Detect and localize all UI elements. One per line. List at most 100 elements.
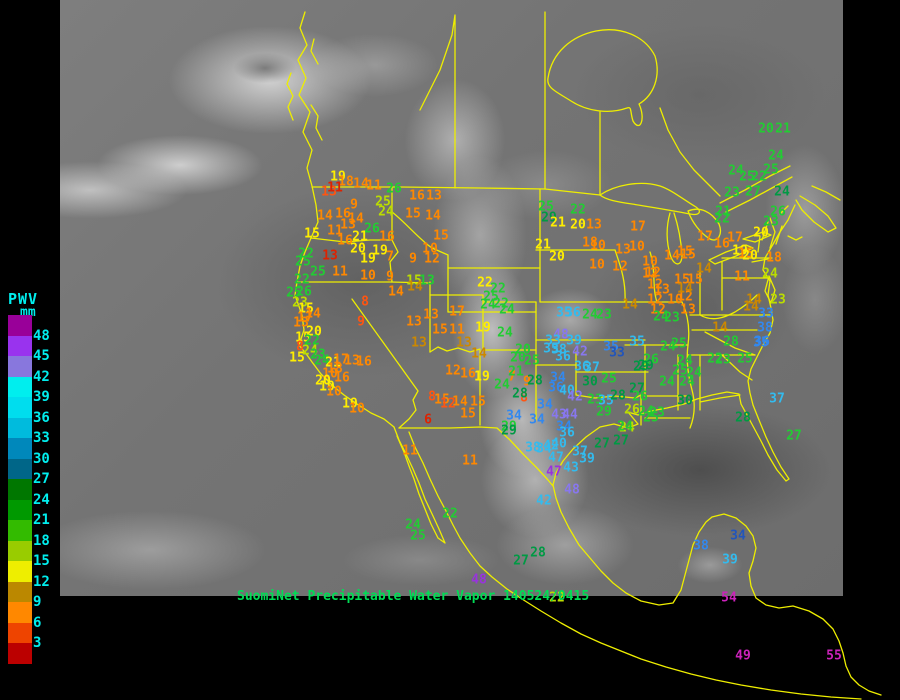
station-value: 12 bbox=[440, 396, 456, 412]
station-value: 23 bbox=[587, 392, 603, 408]
river-mississippi bbox=[681, 301, 695, 429]
legend-color-block bbox=[8, 499, 32, 521]
border-wa-or bbox=[310, 237, 393, 243]
station-value: 36 bbox=[574, 359, 590, 375]
station-value: 24 bbox=[762, 266, 778, 282]
station-value: 30 bbox=[677, 393, 693, 409]
station-value: 22 bbox=[570, 202, 586, 218]
station-value: 14 bbox=[622, 297, 638, 313]
station-value: 20 bbox=[515, 342, 531, 358]
station-value: 29 bbox=[638, 358, 654, 374]
station-value: 21 bbox=[535, 237, 551, 253]
station-value: 13 bbox=[615, 242, 631, 258]
station-value: 24 bbox=[659, 374, 675, 390]
station-value: 22 bbox=[493, 296, 509, 312]
station-value: 14 bbox=[353, 176, 369, 192]
border-wi-il-in-oh bbox=[649, 251, 758, 320]
station-value: 49 bbox=[735, 648, 751, 664]
station-value: 11 bbox=[366, 178, 382, 194]
station-value: 25 bbox=[672, 363, 688, 379]
station-value: 42 bbox=[543, 438, 559, 454]
station-value: 26 bbox=[624, 402, 640, 418]
station-value: 16 bbox=[335, 206, 351, 222]
legend-tick-label: 24 bbox=[33, 491, 50, 508]
station-value: 35 bbox=[753, 335, 769, 351]
station-value: 28 bbox=[723, 334, 739, 350]
station-value: 25 bbox=[739, 169, 755, 185]
station-value: 28 bbox=[530, 545, 546, 561]
station-value: 21 bbox=[775, 121, 791, 137]
border-al-ga-ms bbox=[677, 354, 753, 411]
station-value: 42 bbox=[567, 389, 583, 405]
station-value: 9 bbox=[386, 269, 394, 285]
station-value: 13 bbox=[322, 248, 338, 264]
station-value: 15 bbox=[687, 272, 703, 288]
station-value: 22 bbox=[707, 351, 723, 367]
station-value: 15 bbox=[434, 392, 450, 408]
station-value: 10 bbox=[629, 239, 645, 255]
lake-erie bbox=[708, 244, 754, 265]
station-value: 29 bbox=[501, 423, 517, 439]
station-value: 21 bbox=[715, 204, 731, 220]
coastline-delmarva bbox=[764, 275, 776, 304]
station-value: 10 bbox=[590, 238, 606, 254]
station-value: 55 bbox=[826, 648, 842, 664]
station-value: 11 bbox=[449, 322, 465, 338]
station-value: 35 bbox=[543, 341, 559, 357]
station-value: 25 bbox=[375, 194, 391, 210]
station-value: 14 bbox=[471, 346, 487, 362]
station-value: 16 bbox=[337, 233, 353, 249]
station-value: 10 bbox=[322, 366, 338, 382]
station-value: 24 bbox=[679, 374, 695, 390]
station-value: 13 bbox=[406, 314, 422, 330]
station-value: 12 bbox=[647, 277, 663, 293]
station-value: 26 bbox=[770, 204, 786, 220]
station-value: 16 bbox=[356, 354, 372, 370]
station-value: 16 bbox=[460, 366, 476, 382]
station-value: 25 bbox=[538, 199, 554, 215]
station-value: 12 bbox=[677, 289, 693, 305]
satellite-image bbox=[60, 0, 843, 596]
station-value: 19 bbox=[319, 379, 335, 395]
station-value: 10 bbox=[326, 384, 342, 400]
station-value: 7 bbox=[386, 249, 394, 265]
station-value: 18 bbox=[582, 235, 598, 251]
station-value: 17 bbox=[697, 229, 713, 245]
station-value: 24 bbox=[582, 307, 598, 323]
station-value: 19 bbox=[342, 396, 358, 412]
station-value: 24 bbox=[302, 343, 318, 359]
station-value: 14 bbox=[746, 292, 762, 308]
station-value: 14 bbox=[407, 279, 423, 295]
station-value: 34 bbox=[506, 408, 522, 424]
station-value: 10 bbox=[349, 401, 365, 417]
legend-tick-label: 3 bbox=[33, 635, 42, 651]
coastline-pnw-islands bbox=[286, 38, 323, 141]
station-value: 15 bbox=[295, 330, 311, 346]
legend-color-block bbox=[8, 561, 32, 582]
station-value: 37 bbox=[572, 444, 588, 460]
station-value: 39 bbox=[579, 451, 595, 467]
station-value: 24 bbox=[728, 163, 744, 179]
station-value: 8 bbox=[361, 294, 369, 310]
station-value: 24 bbox=[497, 325, 513, 341]
station-value: 44 bbox=[562, 407, 578, 423]
coastline-east-gulf-centralamerica bbox=[552, 204, 882, 696]
station-value: 14 bbox=[425, 208, 441, 224]
legend-color-block bbox=[8, 315, 32, 336]
station-value: 14 bbox=[452, 394, 468, 410]
border-ok-tx-panhandle bbox=[535, 351, 649, 426]
station-value: 29 bbox=[633, 359, 649, 375]
legend-tick-label: 30 bbox=[33, 450, 50, 467]
station-value: 26 bbox=[364, 221, 380, 237]
station-value: 6 bbox=[424, 412, 432, 428]
station-value: 15 bbox=[406, 273, 422, 289]
station-value: 24 bbox=[619, 420, 635, 436]
legend-color-block bbox=[8, 479, 32, 500]
station-value: 18 bbox=[338, 174, 354, 190]
station-value: 9 bbox=[357, 314, 365, 330]
station-value: 13 bbox=[340, 217, 356, 233]
station-value: 16 bbox=[409, 188, 425, 204]
legend-tick-label: 36 bbox=[33, 409, 50, 426]
station-value: 22 bbox=[549, 590, 565, 606]
station-value: 17 bbox=[449, 304, 465, 320]
